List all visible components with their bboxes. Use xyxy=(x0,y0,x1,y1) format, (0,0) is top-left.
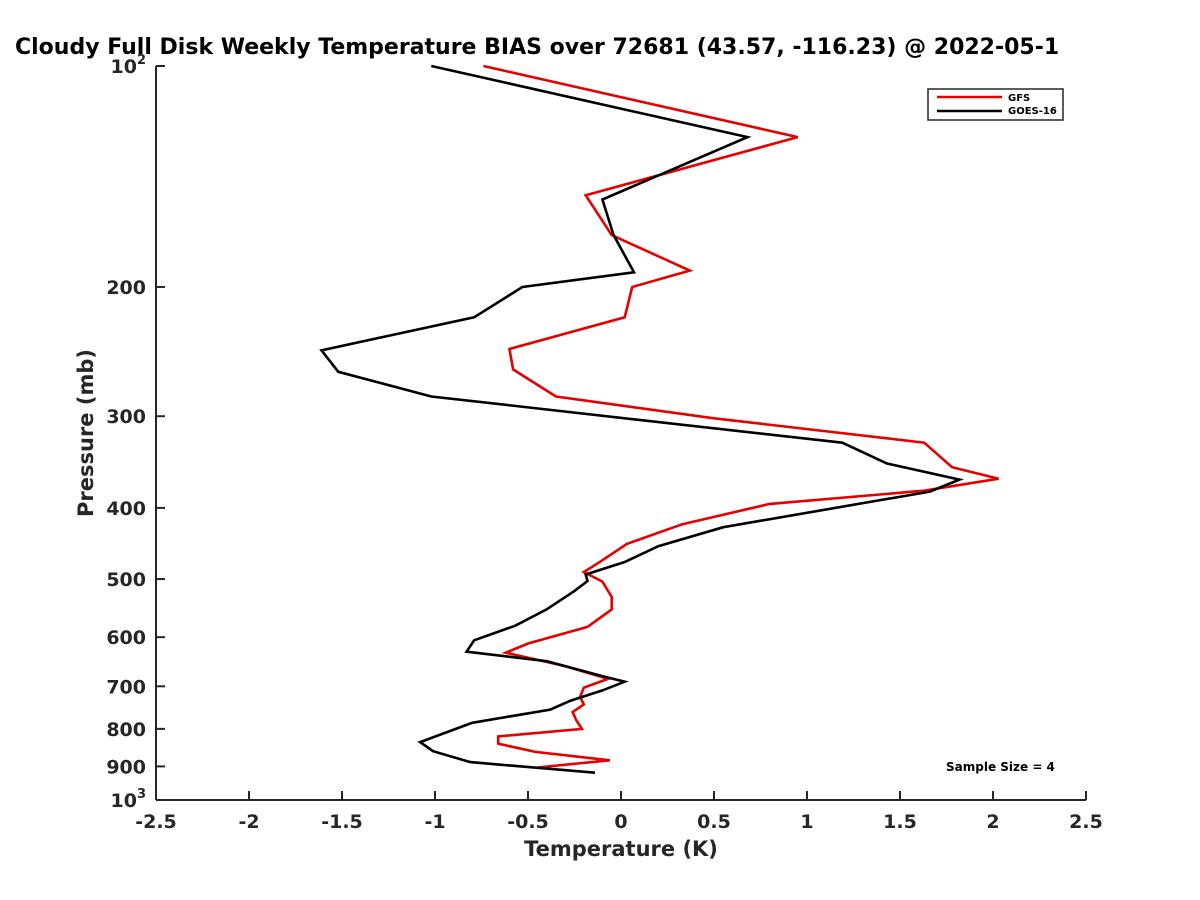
sample-size-annotation: Sample Size = 4 xyxy=(946,760,1055,774)
series-line-goes-16 xyxy=(319,64,964,774)
x-tick-label: -1 xyxy=(424,811,445,833)
series-line-gfs xyxy=(483,64,999,769)
x-tick-label: -0.5 xyxy=(507,811,549,833)
x-tick-label: 1.5 xyxy=(883,811,917,833)
legend-label-gfs: GFS xyxy=(1008,93,1030,104)
y-tick-label: 102 xyxy=(111,53,147,78)
x-tick-label: 1 xyxy=(800,811,813,833)
x-tick-label: 2 xyxy=(986,811,999,833)
axes xyxy=(155,66,1086,801)
legend: GFS GOES-16 xyxy=(927,88,1064,121)
x-axis-label: Temperature (K) xyxy=(524,837,718,861)
y-axis-label: Pressure (mb) xyxy=(74,349,98,517)
y-ticks: 102 200 300 400 500 600 700 800 900 103 xyxy=(106,53,165,812)
y-tick-label: 200 xyxy=(106,277,146,299)
legend-box xyxy=(927,88,1064,121)
series-group xyxy=(319,64,999,774)
chart-title: Cloudy Full Disk Weekly Temperature BIAS… xyxy=(15,35,1059,60)
x-tick-label: 2.5 xyxy=(1069,811,1103,833)
y-tick-label: 103 xyxy=(111,787,147,812)
y-tick-label: 400 xyxy=(106,498,146,520)
y-tick-label: 800 xyxy=(106,719,146,741)
x-ticks: -2.5 -2 -1.5 -1 -0.5 0 0.5 1 1.5 2 2.5 xyxy=(135,791,1103,833)
x-tick-label: 0 xyxy=(614,811,627,833)
x-tick-label: -1.5 xyxy=(321,811,363,833)
y-tick-label: 700 xyxy=(106,676,146,698)
x-tick-label: -2.5 xyxy=(135,811,177,833)
y-tick-label: 600 xyxy=(106,627,146,649)
x-tick-label: -2 xyxy=(238,811,259,833)
y-tick-label: 300 xyxy=(106,406,146,428)
y-tick-label: 900 xyxy=(106,756,146,778)
legend-label-goes16: GOES-16 xyxy=(1008,106,1057,117)
x-tick-label: 0.5 xyxy=(697,811,731,833)
y-tick-label: 500 xyxy=(106,569,146,591)
